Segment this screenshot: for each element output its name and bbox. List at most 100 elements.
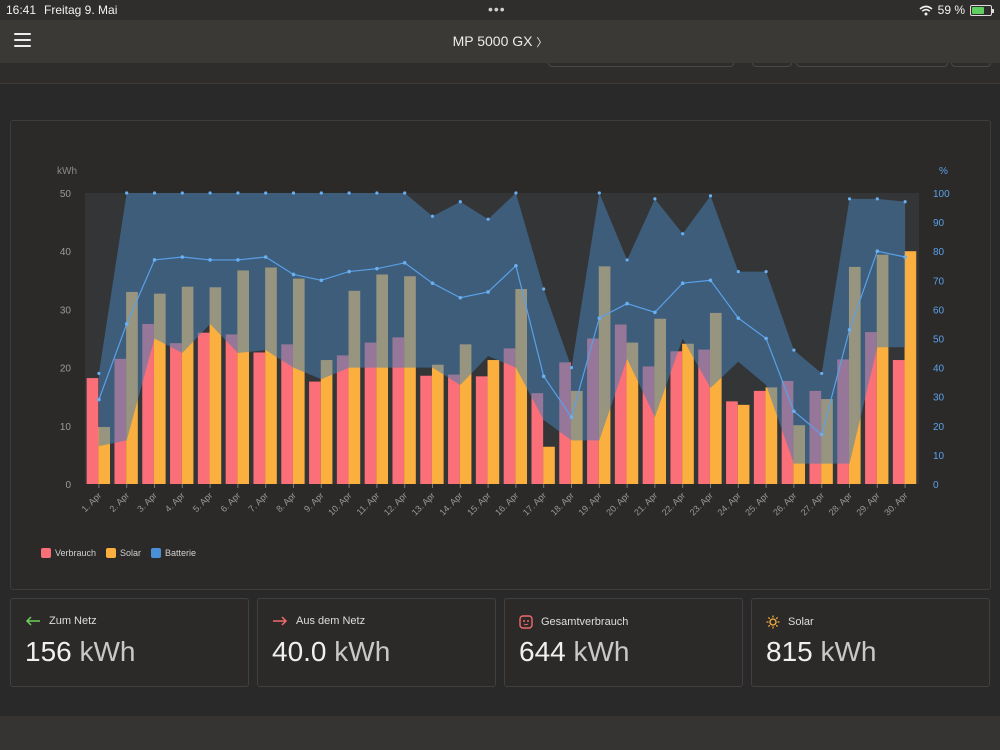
x-tick-label: 1. Apr: [80, 490, 104, 514]
battery-average-point: [236, 258, 240, 262]
status-time: 16:41: [6, 3, 37, 17]
bar-verbrauch: [698, 349, 710, 484]
legend-swatch-batterie: [151, 548, 162, 558]
solar-tile[interactable]: Solar 815 kWh: [751, 598, 990, 687]
x-tick-label: 17. Apr: [521, 490, 548, 517]
bar-solar: [515, 289, 528, 484]
total-consumption-tile[interactable]: Gesamtverbrauch 644 kWh: [504, 598, 743, 687]
bar-verbrauch: [253, 352, 266, 484]
battery-max-point: [264, 191, 268, 195]
socket-icon: [519, 615, 533, 629]
battery-max-point: [208, 191, 212, 195]
bar-solar: [265, 267, 277, 484]
x-tick-label: 2. Apr: [107, 490, 131, 514]
x-tick-label: 29. Apr: [854, 490, 881, 517]
battery-average-point: [819, 432, 824, 437]
battery-max-point: [514, 191, 518, 195]
bar-verbrauch: [170, 343, 182, 484]
toolbar-control[interactable]: [752, 63, 792, 67]
x-tick-label: 26. Apr: [771, 490, 798, 517]
bar-solar: [904, 251, 917, 484]
battery-average-point: [375, 266, 379, 271]
to-grid-tile[interactable]: Zum Netz 156 kWh: [10, 598, 249, 687]
x-tick-label: 22. Apr: [660, 490, 687, 517]
chevron-right-icon: 〉: [536, 37, 548, 49]
legend-label: Verbrauch: [55, 548, 97, 558]
battery-average-point: [291, 272, 296, 277]
status-bar: 16:41 Freitag 9. Mai ••• 59 %: [0, 0, 1000, 20]
battery-max-point: [875, 197, 879, 201]
bar-verbrauch: [865, 332, 877, 484]
y-left-tick-label: 10: [60, 422, 72, 433]
toolbar-control[interactable]: [951, 63, 991, 67]
battery-average-point: [875, 249, 880, 253]
legend-item-verbrauch[interactable]: Verbrauch: [41, 548, 96, 558]
bar-solar: [292, 278, 305, 484]
bar-verbrauch: [197, 332, 210, 484]
battery-max-point: [542, 287, 546, 291]
device-title: MP 5000 GX: [452, 33, 533, 49]
y-right-tick-label: 20: [933, 422, 945, 433]
bar-verbrauch: [420, 375, 432, 484]
legend-item-solar[interactable]: Solar: [106, 548, 141, 558]
y-right-axis-label: %: [939, 166, 948, 177]
battery-average-point: [430, 281, 435, 286]
battery-average-point: [541, 374, 546, 379]
battery-max-point: [430, 214, 435, 218]
legend-swatch-verbrauch: [41, 548, 51, 558]
y-left-tick-label: 20: [60, 364, 72, 375]
battery-max-point: [653, 197, 657, 201]
battery-average-point: [847, 327, 852, 332]
battery-max-point: [403, 191, 407, 195]
legend-item-batterie[interactable]: Batterie: [151, 548, 196, 558]
bar-solar: [209, 287, 222, 484]
bar-verbrauch: [364, 342, 377, 484]
tile-value: 40.0 kWh: [272, 636, 390, 668]
tile-unit: kWh: [79, 636, 136, 667]
battery-max-point: [236, 191, 240, 195]
y-right-tick-label: 0: [933, 480, 939, 491]
x-tick-label: 7. Apr: [246, 490, 270, 514]
tile-unit: kWh: [820, 636, 877, 667]
bar-solar: [98, 426, 111, 484]
x-tick-label: 13. Apr: [410, 490, 437, 517]
tile-label: Gesamtverbrauch: [541, 616, 629, 628]
battery-max-point: [847, 197, 852, 201]
battery-max-point: [347, 191, 351, 195]
bar-verbrauch: [281, 344, 293, 484]
legend-swatch-solar: [106, 548, 117, 558]
bar-solar: [431, 364, 444, 484]
x-tick-label: 5. Apr: [191, 490, 215, 514]
battery-max-point: [820, 371, 824, 376]
y-right-tick-label: 50: [933, 335, 945, 346]
multitasking-dots-icon[interactable]: •••: [488, 1, 506, 17]
x-tick-label: 3. Apr: [135, 490, 159, 514]
x-tick-label: 18. Apr: [549, 490, 576, 517]
battery-average-line: [98, 250, 906, 436]
x-tick-label: 21. Apr: [632, 490, 659, 517]
battery-average-point: [736, 316, 741, 320]
toolbar-control[interactable]: [796, 63, 948, 67]
x-tick-label: 30. Apr: [882, 490, 909, 517]
device-title-button[interactable]: MP 5000 GX 〉: [0, 33, 1000, 50]
toolbar-control[interactable]: [548, 63, 734, 67]
bar-solar: [153, 293, 166, 484]
battery-average-point: [152, 258, 157, 262]
x-tick-label: 6. Apr: [219, 490, 243, 514]
bar-verbrauch: [225, 334, 238, 484]
x-tick-label: 14. Apr: [437, 490, 464, 517]
energy-chart: 0 10 20 30 40 50 kWh 0 10 20 30 40 50 60 70 80 90 100% 1. …: [57, 166, 950, 518]
y-left-tick-label: 50: [60, 189, 72, 200]
y-left-axis-label: kWh: [57, 166, 77, 177]
nav-bar: MP 5000 GX 〉: [0, 20, 1000, 63]
battery-average-point: [124, 322, 129, 326]
y-right-tick-label: 30: [933, 393, 945, 404]
tile-number: 40.0: [272, 636, 327, 667]
hamburger-menu-icon[interactable]: [14, 33, 31, 51]
battery-max-point: [458, 200, 462, 204]
from-grid-tile[interactable]: Aus dem Netz 40.0 kWh: [257, 598, 496, 687]
battery-max-point: [152, 191, 157, 195]
status-date: Freitag 9. Mai: [44, 3, 118, 17]
tile-number: 644: [519, 636, 566, 667]
bar-solar: [876, 254, 889, 484]
